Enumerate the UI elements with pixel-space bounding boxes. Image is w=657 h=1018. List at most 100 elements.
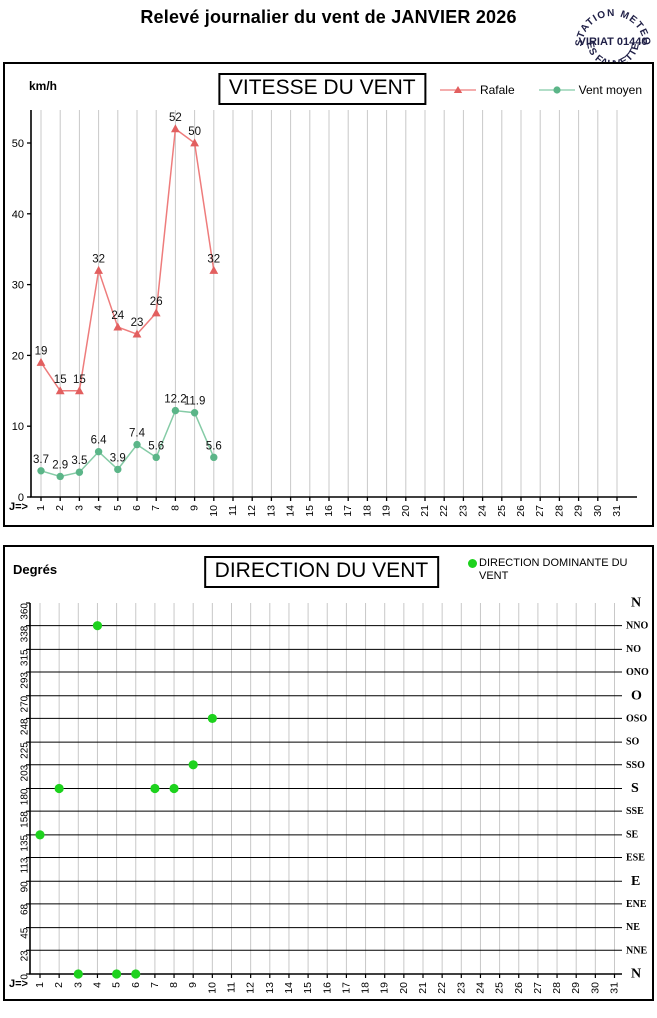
degree-tick-label: 23 <box>20 950 31 962</box>
day-tick-label: 31 <box>611 505 623 517</box>
day-tick-label: 25 <box>494 982 506 994</box>
day-tick-label: 1 <box>35 505 47 511</box>
compass-label: NNO <box>626 621 648 632</box>
rafale-marker <box>132 329 142 338</box>
vent-moyen-marker <box>190 409 199 417</box>
day-tick-label: 22 <box>436 982 448 994</box>
day-tick-label: 26 <box>515 505 527 517</box>
day-tick-label: 4 <box>91 982 103 988</box>
degree-tick-label: 90 <box>20 881 31 893</box>
compass-label: ONO <box>626 667 649 678</box>
day-tick-label: 14 <box>283 982 295 994</box>
speed-chart-title: VITESSE DU VENT <box>217 73 427 105</box>
rafale-value-label: 23 <box>131 317 144 329</box>
y-tick-label: 40 <box>12 209 24 221</box>
day-tick-label: 28 <box>551 982 563 994</box>
direction-point <box>131 969 141 979</box>
legend-item-rafale: Rafale <box>439 83 515 97</box>
rafale-value-label: 32 <box>207 253 220 265</box>
legend-rafale-label: Rafale <box>479 83 515 97</box>
rafale-marker <box>75 386 84 395</box>
day-tick-label: 12 <box>245 982 257 994</box>
compass-label: O <box>631 688 642 703</box>
rafale-value-label: 26 <box>150 296 163 308</box>
rafale-marker <box>36 357 46 366</box>
vent-moyen-value-label: 7.4 <box>129 428 146 440</box>
degree-tick-label: 45 <box>20 927 31 939</box>
day-tick-label: 10 <box>206 982 218 994</box>
day-tick-label: 19 <box>381 505 393 517</box>
day-tick-label: 9 <box>189 505 201 511</box>
day-tick-label: 14 <box>285 505 297 517</box>
vent-moyen-value-label: 12.2 <box>164 394 186 406</box>
speed-chart-panel: 0 10 20 30 40 50 1 2 3 4 5 6 7 8 9 10 11 12 13 14 15 16 17 18 19… <box>3 62 654 527</box>
day-tick-label: 16 <box>323 505 335 517</box>
degree-tick-label: 315 <box>20 649 31 666</box>
degree-tick-label: 338 <box>20 625 31 642</box>
day-tick-label: 22 <box>438 505 450 517</box>
day-tick-label: 10 <box>208 505 220 517</box>
day-tick-label: 31 <box>609 982 621 994</box>
rafale-value-label: 32 <box>92 253 105 265</box>
day-tick-label: 15 <box>302 982 314 994</box>
day-tick-label: 29 <box>570 982 582 994</box>
direction-point <box>73 969 83 979</box>
rafale-marker <box>209 265 219 274</box>
stamp-center-text: VIRIAT 01440 <box>579 36 648 48</box>
compass-label: SSO <box>626 760 645 771</box>
degree-tick-label: 113 <box>20 857 31 873</box>
vent-moyen-marker <box>37 467 45 475</box>
vent-moyen-marker <box>75 468 84 476</box>
degree-tick-label: 248 <box>20 718 31 735</box>
compass-label: E <box>631 874 640 889</box>
day-tick-label: 8 <box>169 505 181 511</box>
day-tick-label: 2 <box>53 982 65 988</box>
day-tick-label: 5 <box>111 982 123 988</box>
rafale-value-label: 52 <box>169 112 182 124</box>
direction-point <box>150 783 160 794</box>
day-tick-label: 11 <box>226 982 238 993</box>
y-tick-label: 50 <box>12 138 24 150</box>
vent-moyen-marker <box>171 406 180 415</box>
degree-tick-label: 0 <box>20 974 31 980</box>
degree-tick-label: 158 <box>20 811 31 828</box>
day-tick-label: 23 <box>457 505 469 517</box>
vent-moyen-marker <box>152 453 160 462</box>
degree-tick-label: 293 <box>20 672 31 689</box>
day-tick-label: 20 <box>400 505 412 517</box>
vent-moyen-value-label: 3.7 <box>33 454 49 466</box>
compass-label: S <box>631 781 639 796</box>
y-tick-label: 30 <box>12 280 24 292</box>
vent-moyen-marker <box>94 447 103 456</box>
rafale-line <box>40 127 215 392</box>
vent-moyen-value-label: 5.6 <box>148 440 164 452</box>
direction-point <box>169 783 179 794</box>
degree-tick-label: 225 <box>20 742 31 759</box>
vent-moyen-value-label: 6.4 <box>91 435 108 447</box>
degree-tick-label: 203 <box>20 764 31 781</box>
vent-moyen-value-label: 5.6 <box>206 440 222 452</box>
day-tick-label: 30 <box>589 982 601 994</box>
day-tick-label: 24 <box>477 505 489 517</box>
direction-legend-dot-icon <box>468 559 477 568</box>
degree-tick-label: 180 <box>20 788 31 805</box>
day-tick-label: 7 <box>150 505 162 511</box>
rafale-marker <box>55 386 65 395</box>
day-tick-label: 27 <box>534 505 546 517</box>
degree-tick-label: 68 <box>20 903 31 915</box>
day-tick-label: 18 <box>361 505 373 517</box>
direction-point <box>207 713 217 724</box>
direction-plot: 0234568901131351581802032252482702933153… <box>9 596 649 994</box>
day-tick-label: 19 <box>379 982 391 994</box>
day-tick-label: 5 <box>112 505 124 511</box>
y-tick-label: 10 <box>12 421 24 433</box>
compass-label: NE <box>626 922 640 933</box>
vent-moyen-value-label: 3.9 <box>110 452 126 464</box>
rafale-legend-glyph <box>439 86 476 93</box>
day-tick-label: 23 <box>455 982 467 994</box>
day-tick-label: 2 <box>54 505 66 511</box>
compass-label: SE <box>626 829 639 840</box>
speed-unit-label: km/h <box>29 79 58 93</box>
direction-point <box>35 830 45 840</box>
